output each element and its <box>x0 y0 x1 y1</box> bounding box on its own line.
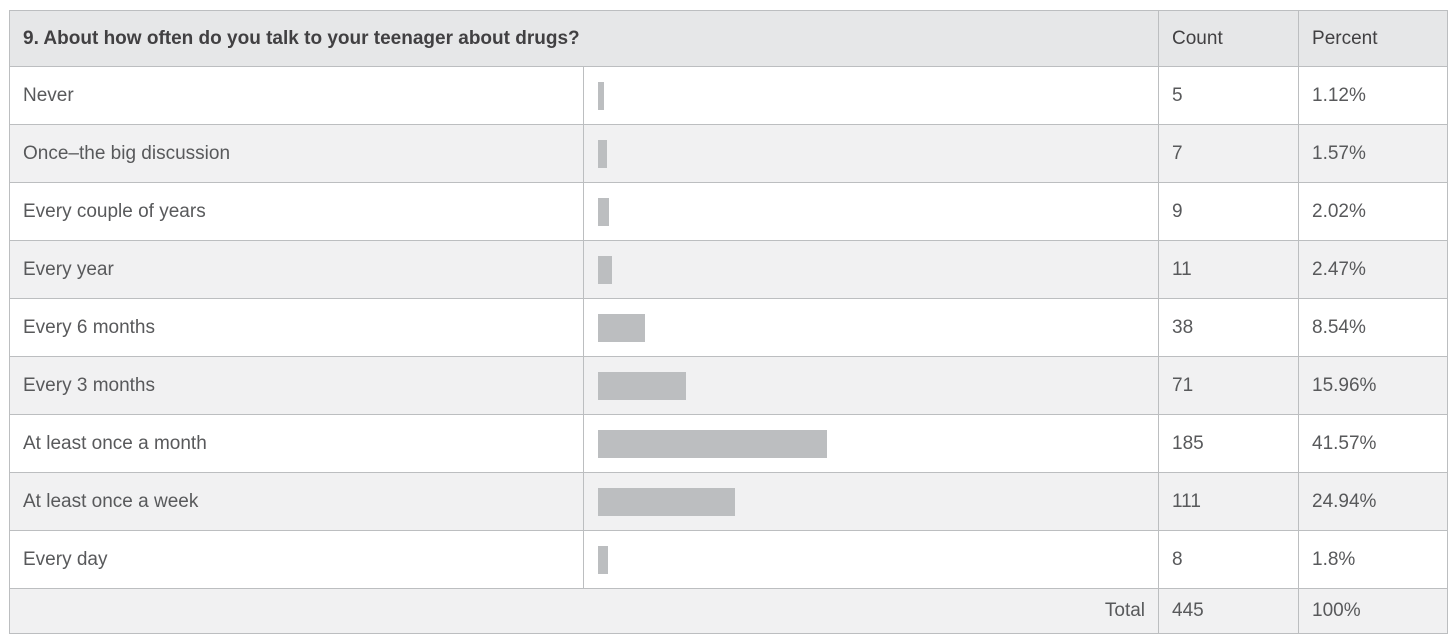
count: 9 <box>1158 182 1300 241</box>
answer-row: Every 3 months 71 15.96% <box>9 356 1448 415</box>
count: 7 <box>1158 124 1300 183</box>
percent: 2.47% <box>1298 240 1448 299</box>
bar-cell <box>582 530 1160 589</box>
answer-label: Every 6 months <box>9 298 584 357</box>
bar <box>598 313 645 342</box>
total-percent: 100% <box>1298 588 1448 634</box>
percent: 1.57% <box>1298 124 1448 183</box>
percent: 2.02% <box>1298 182 1448 241</box>
bar-cell <box>582 240 1160 299</box>
bar <box>598 139 607 168</box>
total-row: Total 445 100% <box>8 588 1448 634</box>
answer-row: Once–the big discussion 7 1.57% <box>9 124 1448 183</box>
count: 185 <box>1158 414 1300 473</box>
percent: 41.57% <box>1298 414 1448 473</box>
bar-cell <box>582 356 1160 415</box>
bar-cell <box>582 124 1160 183</box>
count: 11 <box>1158 240 1300 299</box>
answer-row: At least once a week 111 24.94% <box>9 472 1448 531</box>
answer-label: Every day <box>9 530 584 589</box>
total-count: 445 <box>1158 588 1300 634</box>
results-table: 9. About how often do you talk to your t… <box>8 10 1448 634</box>
answer-row: Every couple of years 9 2.02% <box>9 182 1448 241</box>
bar-cell <box>582 414 1160 473</box>
percent: 15.96% <box>1298 356 1448 415</box>
bar <box>598 81 605 110</box>
answer-label: Every year <box>9 240 584 299</box>
bar <box>598 371 686 400</box>
column-header: Count <box>1158 10 1300 67</box>
bar <box>598 487 736 516</box>
percent: 24.94% <box>1298 472 1448 531</box>
bar-cell <box>582 472 1160 531</box>
answer-row: Never 5 1.12% <box>9 66 1448 125</box>
bar-cell <box>582 66 1160 125</box>
answer-label: Once–the big discussion <box>9 124 584 183</box>
question-title: 9. About how often do you talk to your t… <box>8 10 1160 67</box>
percent: 1.8% <box>1298 530 1448 589</box>
bar <box>598 197 610 226</box>
answer-row: Every year 11 2.47% <box>9 240 1448 299</box>
answer-row: Every 6 months 38 8.54% <box>9 298 1448 357</box>
bar <box>598 545 608 574</box>
answer-row: At least once a month 185 41.57% <box>9 414 1448 473</box>
answer-label: Never <box>9 66 584 125</box>
count: 71 <box>1158 356 1300 415</box>
column-header: Percent <box>1298 10 1448 67</box>
header-row: 9. About how often do you talk to your t… <box>8 10 1448 67</box>
answer-label: Every 3 months <box>9 356 584 415</box>
table-body: 9. About how often do you talk to your t… <box>8 10 1448 634</box>
answer-label: Every couple of years <box>9 182 584 241</box>
answer-label: At least once a week <box>9 472 584 531</box>
bar-cell <box>582 182 1160 241</box>
bar-cell <box>582 298 1160 357</box>
percent: 8.54% <box>1298 298 1448 357</box>
bar <box>598 429 827 458</box>
answer-label: At least once a month <box>9 414 584 473</box>
count: 8 <box>1158 530 1300 589</box>
bar <box>598 255 612 284</box>
total-label: Total <box>8 588 1160 634</box>
percent: 1.12% <box>1298 66 1448 125</box>
answer-row: Every day 8 1.8% <box>9 530 1448 589</box>
count: 38 <box>1158 298 1300 357</box>
count: 111 <box>1158 472 1300 531</box>
count: 5 <box>1158 66 1300 125</box>
